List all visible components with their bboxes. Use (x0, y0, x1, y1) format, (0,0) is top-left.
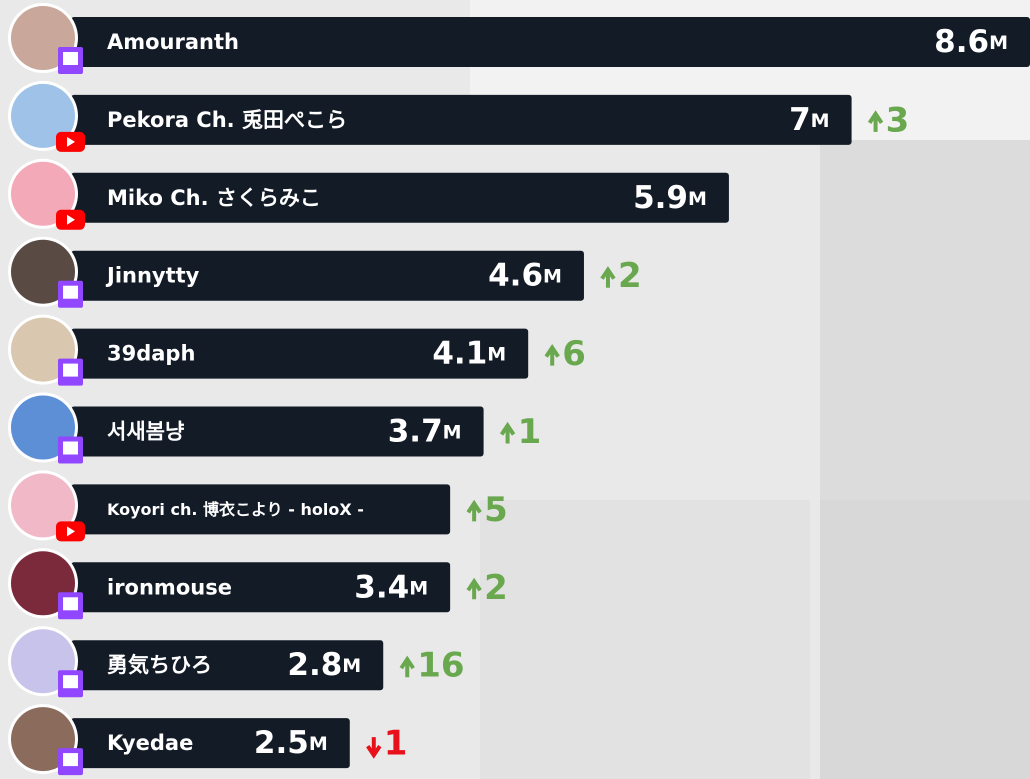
rank-change: 1 (384, 724, 408, 764)
value-label: 8.6M (934, 24, 1008, 60)
bar-name: Miko Ch. さくらみこ (107, 186, 321, 210)
platform-icon-inner (63, 285, 78, 299)
platform-icon-inner (63, 675, 78, 689)
value-label: 2.5M (254, 725, 328, 761)
bar-name: ironmouse (107, 575, 232, 599)
rank-arrow (466, 499, 482, 522)
bar (71, 640, 384, 691)
bar (71, 406, 484, 457)
platform-icon-inner (63, 52, 78, 65)
platform-icon-inner (67, 214, 75, 225)
bar (71, 328, 529, 379)
rank-arrow (399, 655, 415, 678)
bar (71, 562, 451, 613)
background-panel (820, 500, 1030, 779)
background-panel (480, 500, 810, 779)
platform-icon-inner (63, 363, 78, 377)
rank-change: 16 (417, 646, 464, 686)
value-label: 5.9M (633, 179, 707, 215)
platform-icon-inner (67, 526, 75, 537)
platform-icon-inner (63, 753, 78, 767)
value-label: 2.8M (287, 647, 361, 683)
bar (71, 17, 1030, 67)
rank-change: 2 (618, 256, 642, 296)
bar (71, 172, 729, 223)
bar-name: Pekora Ch. 兎田ぺこら (107, 108, 347, 132)
bar-name: Kyedae (107, 731, 193, 755)
avatar-photo (11, 161, 75, 226)
rank-arrow (600, 266, 616, 288)
bar (71, 484, 451, 535)
bar-name: 서새봄냥 (107, 420, 184, 444)
bar (71, 250, 584, 301)
bar (71, 718, 350, 769)
avatar-photo (11, 83, 75, 148)
bar (71, 94, 852, 145)
rank-arrow (544, 343, 560, 366)
bar-name: 39daph (107, 342, 195, 366)
bar-name: Jinnytty (105, 264, 200, 288)
value-label: 7M (789, 101, 830, 137)
value-label: 4.1M (432, 335, 506, 371)
rank-arrow (499, 421, 516, 444)
background-panel (820, 140, 1030, 500)
bar-name: 勇気ちひろ (107, 653, 212, 677)
platform-icon-inner (63, 441, 78, 455)
rank-change: 5 (484, 490, 508, 530)
value-label: 3.7M (388, 413, 462, 449)
rank-arrow (366, 737, 382, 759)
rank-change: 2 (484, 568, 508, 608)
rank-arrow (466, 577, 482, 600)
rank-change: 1 (518, 412, 542, 452)
value-label: 4.6M (488, 257, 562, 293)
bar-name: Amouranth (107, 30, 239, 54)
value-label: 3.4M (354, 569, 428, 605)
rank-arrow (867, 110, 884, 132)
bar-name: Koyori ch. 博衣こより - holoX - (107, 500, 364, 519)
rank-change: 6 (562, 334, 586, 374)
platform-icon-inner (67, 136, 75, 147)
rank-change: 3 (886, 100, 910, 140)
platform-icon-inner (63, 597, 78, 611)
avatar-photo (11, 473, 75, 538)
